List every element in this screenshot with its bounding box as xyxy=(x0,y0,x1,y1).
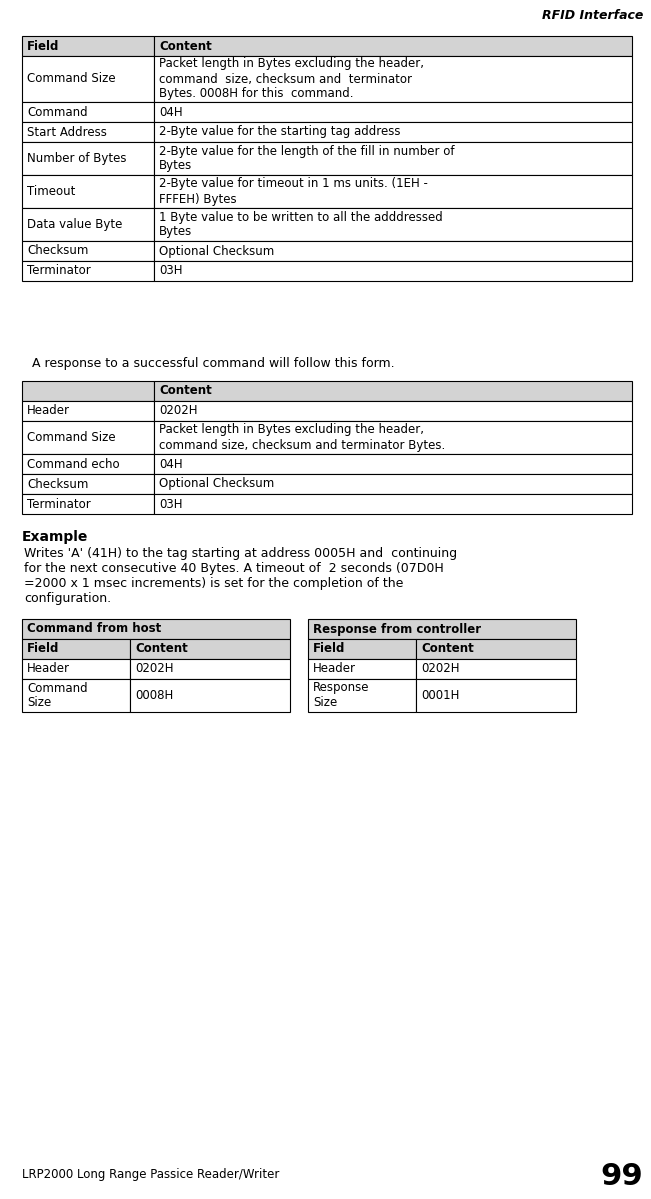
Text: Response from controller: Response from controller xyxy=(313,622,481,635)
Bar xyxy=(154,454,632,474)
Text: Optional Checksum: Optional Checksum xyxy=(159,477,274,490)
Text: 03H: 03H xyxy=(159,265,182,277)
Text: Terminator: Terminator xyxy=(27,265,90,277)
Bar xyxy=(22,241,154,261)
Bar xyxy=(154,207,632,241)
Text: 04H: 04H xyxy=(159,458,183,470)
Text: Command
Size: Command Size xyxy=(27,681,88,710)
Text: Start Address: Start Address xyxy=(27,126,107,139)
Text: Field: Field xyxy=(27,643,59,656)
Text: 99: 99 xyxy=(600,1162,643,1191)
Text: Checksum: Checksum xyxy=(27,245,89,258)
Text: 03H: 03H xyxy=(159,498,182,511)
Text: Data value Byte: Data value Byte xyxy=(27,218,122,231)
Text: Command echo: Command echo xyxy=(27,458,120,470)
Text: Command: Command xyxy=(27,106,88,119)
Text: Response
Size: Response Size xyxy=(313,681,370,710)
Bar xyxy=(22,639,130,659)
Text: Content: Content xyxy=(135,643,187,656)
Text: Writes 'A' (41H) to the tag starting at address 0005H and  continuing
for the ne: Writes 'A' (41H) to the tag starting at … xyxy=(24,547,457,605)
Bar xyxy=(154,261,632,281)
Text: LRP2000 Long Range Passice Reader/Writer: LRP2000 Long Range Passice Reader/Writer xyxy=(22,1168,279,1181)
Text: Optional Checksum: Optional Checksum xyxy=(159,245,274,258)
Text: Command Size: Command Size xyxy=(27,430,116,444)
Bar xyxy=(22,474,154,494)
Text: 0202H: 0202H xyxy=(159,404,197,417)
Bar xyxy=(22,659,130,679)
Text: Header: Header xyxy=(313,663,356,675)
Text: Checksum: Checksum xyxy=(27,477,89,490)
Bar xyxy=(154,36,632,56)
Text: RFID Interface: RFID Interface xyxy=(542,10,643,22)
Text: 0001H: 0001H xyxy=(421,689,460,701)
Bar xyxy=(154,141,632,175)
Bar xyxy=(22,56,154,102)
Text: Header: Header xyxy=(27,663,70,675)
Bar xyxy=(308,639,416,659)
Text: 2-Byte value for the starting tag address: 2-Byte value for the starting tag addres… xyxy=(159,126,400,139)
Bar xyxy=(22,175,154,207)
Bar xyxy=(308,659,416,679)
Bar xyxy=(154,381,632,400)
Bar xyxy=(22,207,154,241)
Bar xyxy=(154,494,632,514)
Text: Packet length in Bytes excluding the header,
command size, checksum and terminat: Packet length in Bytes excluding the hea… xyxy=(159,423,445,452)
Bar xyxy=(154,122,632,141)
Text: Packet length in Bytes excluding the header,
command  size, checksum and  termin: Packet length in Bytes excluding the hea… xyxy=(159,58,424,101)
Text: Command from host: Command from host xyxy=(27,622,161,635)
Bar xyxy=(22,141,154,175)
Text: 2-Byte value for timeout in 1 ms units. (1EH -
FFFEH) Bytes: 2-Byte value for timeout in 1 ms units. … xyxy=(159,177,428,205)
Bar xyxy=(154,474,632,494)
Bar xyxy=(130,659,290,679)
Bar xyxy=(154,175,632,207)
Bar xyxy=(22,400,154,421)
Text: Terminator: Terminator xyxy=(27,498,90,511)
Text: 1 Byte value to be written to all the adddressed
Bytes: 1 Byte value to be written to all the ad… xyxy=(159,211,443,239)
Bar xyxy=(154,56,632,102)
Bar xyxy=(416,659,576,679)
Bar xyxy=(22,261,154,281)
Text: Content: Content xyxy=(159,385,212,398)
Bar xyxy=(22,122,154,141)
Bar xyxy=(22,36,154,56)
Bar xyxy=(308,619,576,639)
Text: Timeout: Timeout xyxy=(27,185,76,198)
Text: Content: Content xyxy=(159,40,212,53)
Bar xyxy=(22,679,130,712)
Text: Field: Field xyxy=(27,40,59,53)
Bar xyxy=(308,679,416,712)
Text: 04H: 04H xyxy=(159,106,183,119)
Bar xyxy=(154,241,632,261)
Text: Header: Header xyxy=(27,404,70,417)
Bar xyxy=(130,679,290,712)
Bar xyxy=(154,400,632,421)
Bar xyxy=(154,421,632,454)
Bar xyxy=(416,639,576,659)
Text: 2-Byte value for the length of the fill in number of
Bytes: 2-Byte value for the length of the fill … xyxy=(159,145,454,173)
Bar xyxy=(22,381,154,400)
Text: Content: Content xyxy=(421,643,474,656)
Bar xyxy=(22,421,154,454)
Bar xyxy=(22,619,290,639)
Text: 0008H: 0008H xyxy=(135,689,173,701)
Bar xyxy=(22,102,154,122)
Text: 0202H: 0202H xyxy=(421,663,460,675)
Text: Command Size: Command Size xyxy=(27,72,116,85)
Bar xyxy=(22,494,154,514)
Text: 0202H: 0202H xyxy=(135,663,174,675)
Bar xyxy=(22,454,154,474)
Text: Example: Example xyxy=(22,530,89,544)
Bar xyxy=(130,639,290,659)
Bar xyxy=(154,102,632,122)
Text: Number of Bytes: Number of Bytes xyxy=(27,152,126,165)
Bar xyxy=(416,679,576,712)
Text: Field: Field xyxy=(313,643,346,656)
Text: A response to a successful command will follow this form.: A response to a successful command will … xyxy=(32,357,395,370)
